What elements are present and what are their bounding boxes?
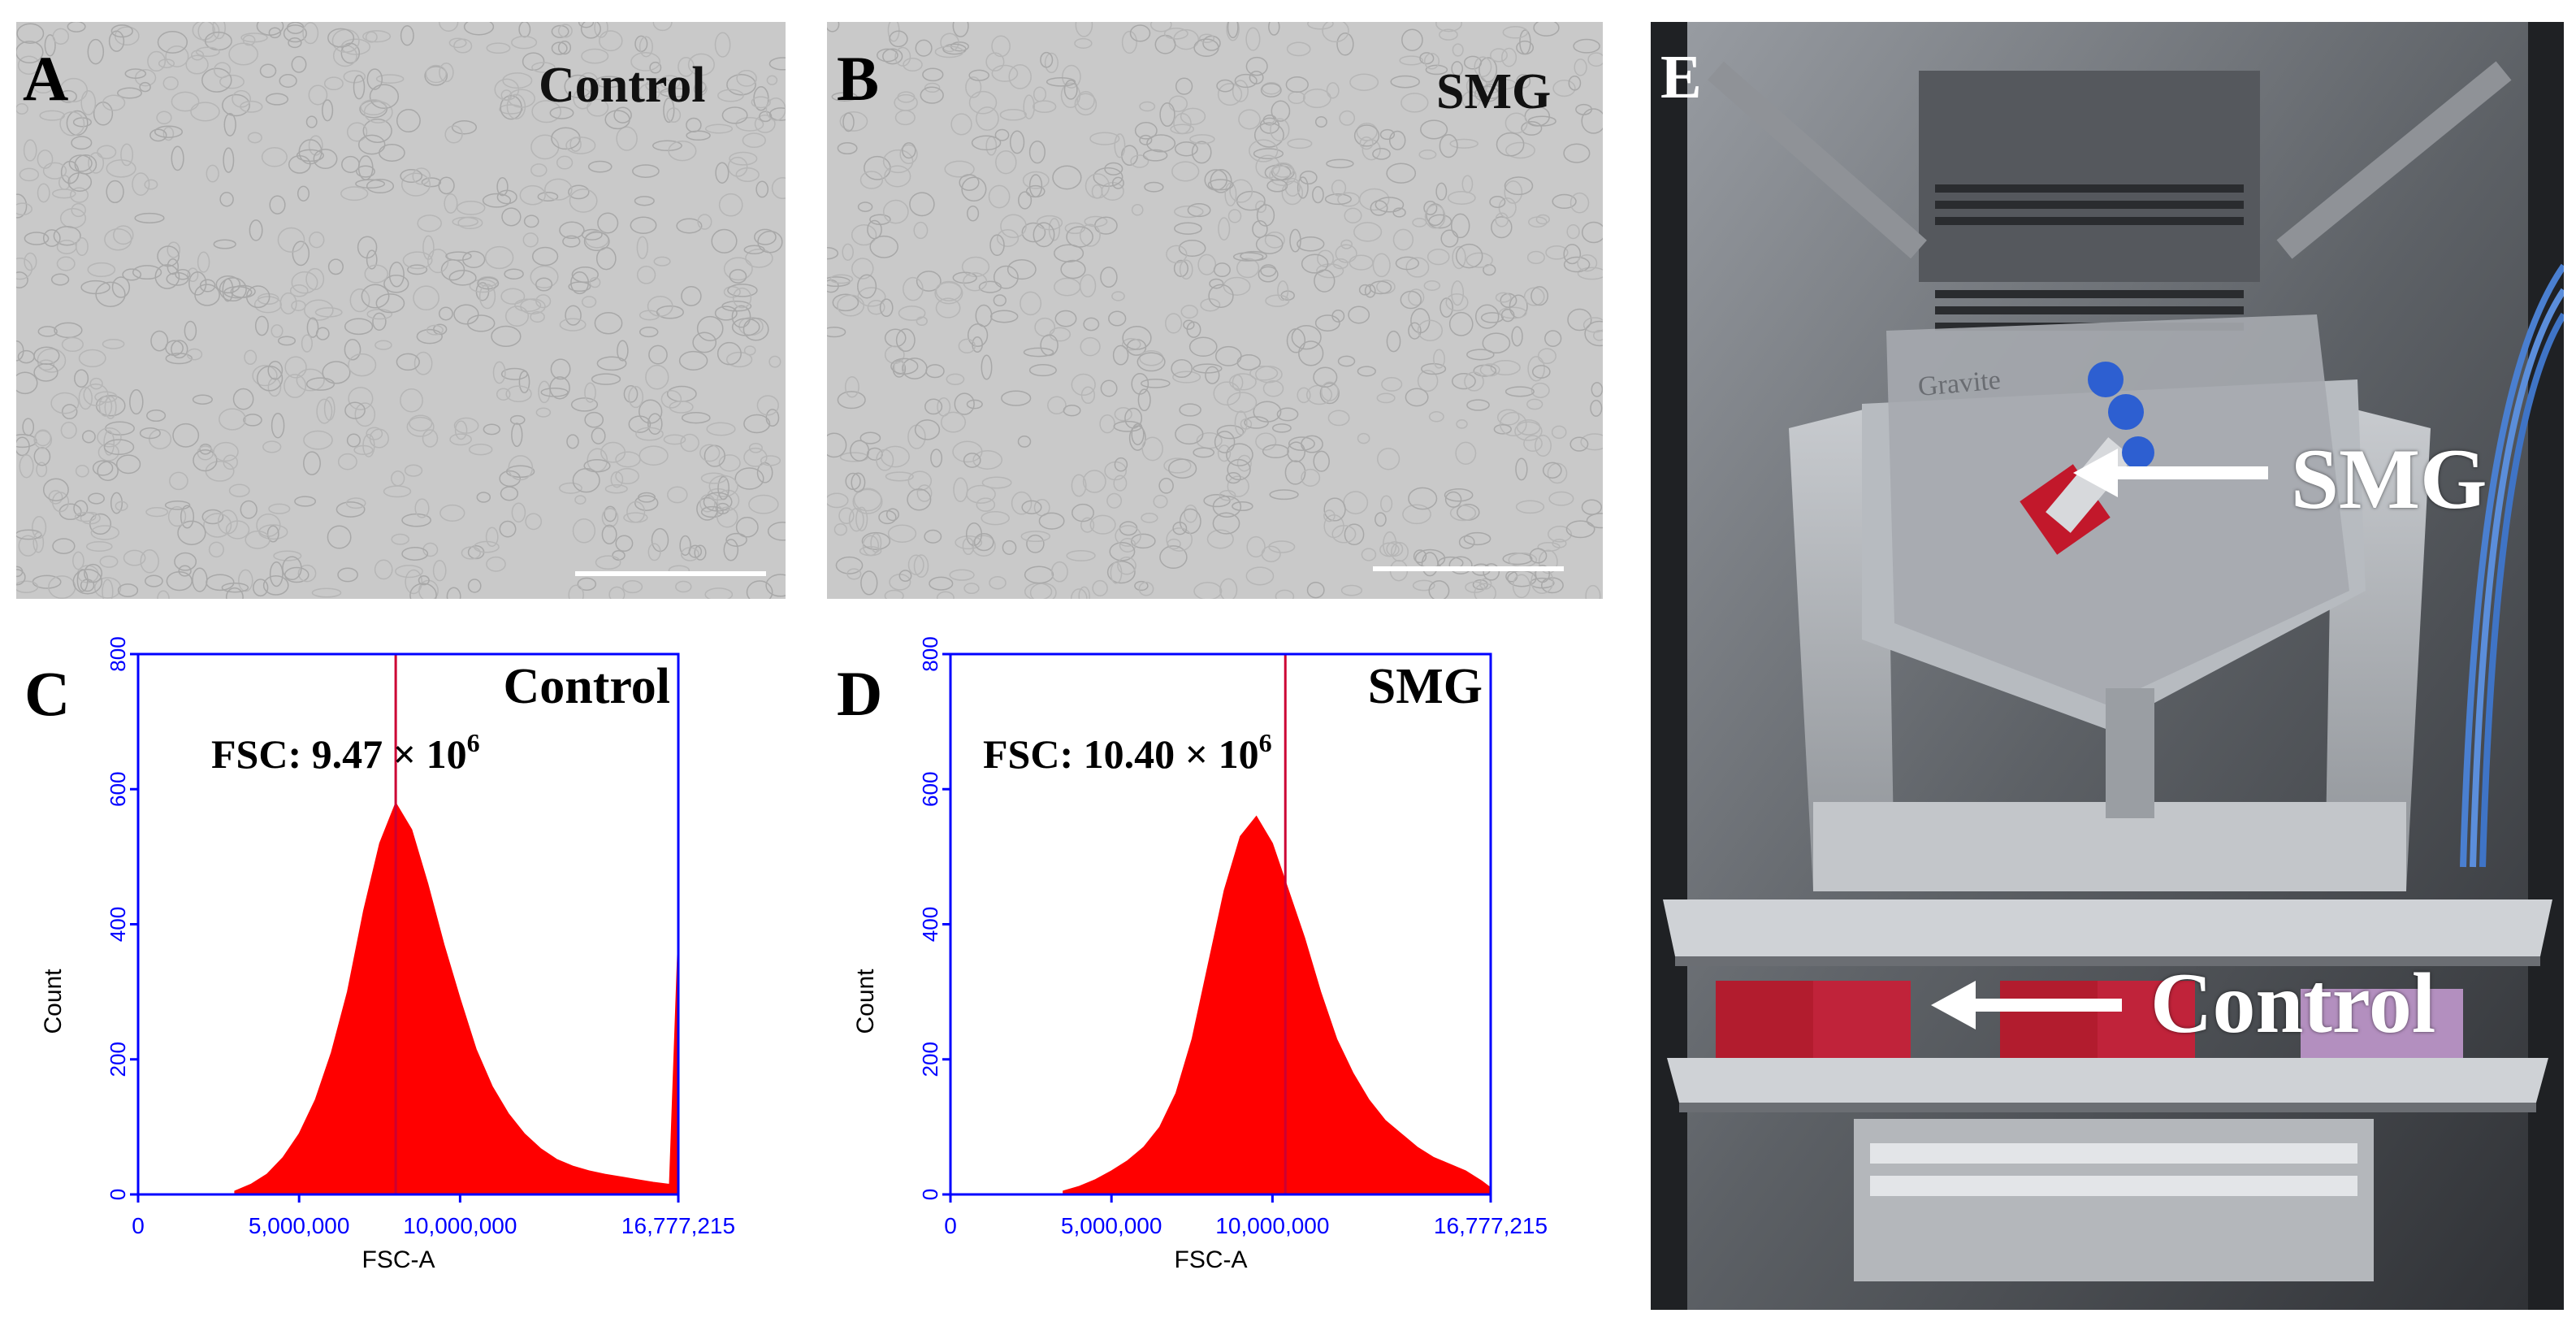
x-tick-label: 0 xyxy=(132,1213,145,1238)
micrograph-control xyxy=(16,22,786,599)
y-axis-label: Count xyxy=(852,969,879,1034)
arrow-smg xyxy=(2073,449,2268,497)
histogram-control: 0 200 400 600 800 0 5,000,000 10,000,000 16,777,… xyxy=(40,636,735,1273)
x-tick-label: 16,777,215 xyxy=(1434,1213,1548,1238)
histogram-area xyxy=(234,801,679,1195)
arrow-control xyxy=(1931,981,2122,1029)
histogram-title: SMG xyxy=(1368,659,1483,714)
x-axis-label: FSC-A xyxy=(362,1246,435,1273)
scale-bar xyxy=(575,571,766,576)
x-axis-label: FSC-A xyxy=(1175,1246,1248,1273)
panel-letter-b: B xyxy=(837,43,880,114)
fsc-annotation: FSC: 10.40 × 106 xyxy=(983,728,1272,777)
cell-texture xyxy=(827,22,1603,599)
y-tick-label: 200 xyxy=(918,1042,942,1077)
x-tick-label: 16,777,215 xyxy=(621,1213,735,1238)
y-tick-label: 600 xyxy=(106,772,130,807)
machine-brand: Gravite xyxy=(1916,365,2002,402)
y-axis-label: Count xyxy=(40,969,67,1034)
y-tick-label: 200 xyxy=(106,1042,130,1077)
water-tray xyxy=(1854,1119,2374,1281)
micrograph-smg xyxy=(827,22,1603,599)
y-tick-label: 0 xyxy=(918,1189,942,1200)
panel-letter-d: D xyxy=(837,658,883,729)
histogram-area xyxy=(1063,815,1491,1195)
fsc-annotation: FSC: 9.47 × 106 xyxy=(211,728,480,777)
micrograph-label-smg: SMG xyxy=(1436,64,1552,119)
y-tick-label: 0 xyxy=(106,1189,130,1200)
y-tick-label: 800 xyxy=(918,636,942,671)
panel-letter-a: A xyxy=(23,43,69,114)
shelf-upper xyxy=(1663,899,2552,966)
y-tick-label: 600 xyxy=(918,772,942,807)
cell-texture xyxy=(16,22,786,599)
panel-letter-e: E xyxy=(1660,43,1702,111)
incubator-illustration: Gravite xyxy=(1651,22,2564,1310)
flasks-control xyxy=(1716,981,2463,1058)
x-tick-label: 0 xyxy=(944,1213,957,1238)
photo-label-smg: SMG xyxy=(2291,431,2487,527)
histogram-title: Control xyxy=(503,659,670,714)
panel-letter-c: C xyxy=(24,658,71,729)
shelf-lower xyxy=(1667,1058,2548,1112)
x-tick-label: 5,000,000 xyxy=(1061,1213,1162,1238)
x-tick-label: 10,000,000 xyxy=(1215,1213,1329,1238)
micrograph-label-control: Control xyxy=(539,58,706,113)
photo-label-control: Control xyxy=(2150,956,2436,1051)
y-tick-label: 800 xyxy=(106,636,130,671)
y-tick-label: 400 xyxy=(918,907,942,942)
y-tick-label: 400 xyxy=(106,907,130,942)
histogram-smg: 0 200 400 600 800 0 5,000,000 10,000,000 16,777,… xyxy=(852,636,1548,1273)
scale-bar xyxy=(1373,566,1564,571)
x-tick-label: 5,000,000 xyxy=(249,1213,350,1238)
incubator-photo: Gravite E SMG Control xyxy=(1651,22,2564,1310)
x-tick-label: 10,000,000 xyxy=(403,1213,517,1238)
